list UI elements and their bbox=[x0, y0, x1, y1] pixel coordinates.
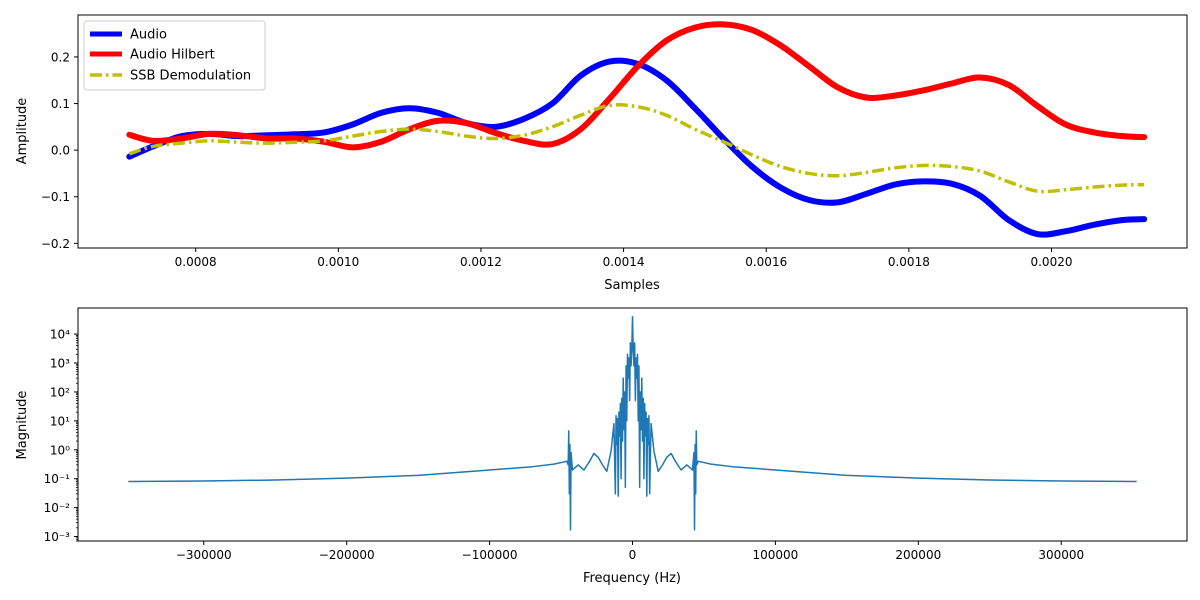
y-tick-label: 10² bbox=[50, 385, 70, 399]
top-x-axis-label: Samples bbox=[604, 278, 660, 293]
top-axes-frame bbox=[77, 14, 1188, 249]
bottom-subplot: −300000 −200000 −100000 0 100000 200000 300000… bbox=[15, 307, 1188, 586]
top-x-ticks: 0.0008 0.0010 0.0012 0.0014 0.0016 0.0018 0.00… bbox=[175, 248, 1072, 269]
legend-box bbox=[83, 20, 266, 91]
x-tick-label: −200000 bbox=[319, 548, 375, 562]
x-tick-label: 300000 bbox=[1038, 548, 1084, 562]
x-tick-label: 0.0012 bbox=[460, 255, 502, 269]
y-tick-label: 10³ bbox=[50, 357, 70, 371]
x-tick-label: 0.0016 bbox=[745, 255, 787, 269]
y-tick-label: −0.2 bbox=[41, 237, 70, 251]
legend: Audio Audio Hilbert SSB Demodulation bbox=[83, 20, 266, 91]
x-tick-label: −100000 bbox=[462, 548, 518, 562]
x-tick-label: −300000 bbox=[176, 548, 232, 562]
series-line-audio-hilbert bbox=[126, 21, 1148, 151]
y-tick-label: 10⁰ bbox=[50, 443, 70, 457]
y-tick-label: 0.1 bbox=[51, 97, 70, 111]
legend-label-audio-hilbert: Audio Hilbert bbox=[130, 48, 215, 63]
y-tick-label: 10⁻¹ bbox=[44, 472, 71, 486]
bottom-y-ticks: 10⁻³ 10⁻² 10⁻¹ 10⁰ 10¹ 10² 10³ 10⁴ bbox=[44, 328, 78, 544]
y-tick-label: 10⁻³ bbox=[44, 530, 71, 544]
bottom-x-ticks: −300000 −200000 −100000 0 100000 200000 300000 bbox=[176, 541, 1084, 562]
x-tick-label: 0.0020 bbox=[1030, 255, 1072, 269]
y-tick-label: 0.0 bbox=[51, 144, 70, 158]
bottom-x-axis-label: Frequency (Hz) bbox=[583, 571, 681, 586]
series-line-spectrum bbox=[128, 315, 1137, 531]
top-plot-series bbox=[126, 21, 1148, 238]
y-tick-label: −0.1 bbox=[41, 190, 70, 204]
x-tick-label: 0.0014 bbox=[603, 255, 645, 269]
series-line-ssb-demodulation bbox=[128, 103, 1145, 194]
legend-label-ssb-demodulation: SSB Demodulation bbox=[130, 69, 251, 84]
top-y-axis-label: Amplitude bbox=[15, 98, 30, 165]
bottom-plot-series bbox=[128, 315, 1137, 531]
x-tick-label: 0.0018 bbox=[888, 255, 930, 269]
y-tick-label: 10⁻² bbox=[44, 501, 71, 515]
x-tick-label: 200000 bbox=[895, 548, 941, 562]
legend-label-audio: Audio bbox=[130, 28, 167, 43]
x-tick-label: 0.0010 bbox=[317, 255, 359, 269]
x-tick-label: 100000 bbox=[753, 548, 799, 562]
y-tick-label: 0.2 bbox=[51, 50, 70, 64]
y-tick-label: 10⁴ bbox=[50, 328, 70, 342]
x-tick-label: 0.0008 bbox=[175, 255, 217, 269]
bottom-y-axis-label: Magnitude bbox=[15, 391, 30, 460]
x-tick-label: 0 bbox=[629, 548, 637, 562]
top-y-ticks: −0.2 −0.1 0.0 0.1 0.2 bbox=[41, 50, 78, 251]
y-tick-label: 10¹ bbox=[50, 414, 70, 428]
top-subplot: 0.0008 0.0010 0.0012 0.0014 0.0016 0.0018 0.00… bbox=[15, 14, 1188, 293]
